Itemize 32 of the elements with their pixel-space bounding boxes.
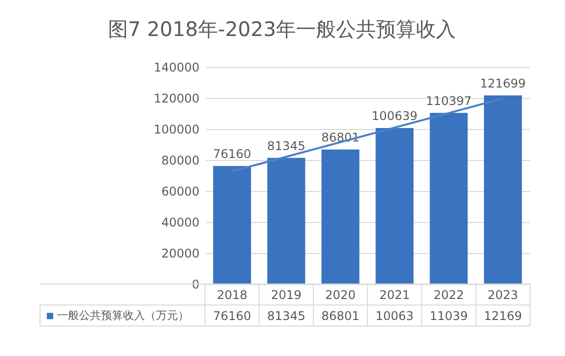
text: 11039 bbox=[430, 309, 468, 323]
text: 10063 bbox=[375, 309, 414, 323]
y-tick-label: 100000 bbox=[154, 122, 200, 136]
data-label: 81345 bbox=[267, 138, 306, 153]
data-label: 100639 bbox=[372, 109, 418, 124]
text: 86801 bbox=[321, 309, 360, 323]
bar bbox=[267, 158, 306, 284]
y-tick-label: 40000 bbox=[161, 216, 200, 230]
y-tick-label: 80000 bbox=[161, 154, 200, 168]
data-label: 76160 bbox=[212, 146, 252, 161]
data-label: 121699 bbox=[480, 76, 526, 90]
bar bbox=[430, 112, 468, 284]
chart-title: 图7 2018年-2023年一般公共预算收入 bbox=[108, 17, 456, 41]
y-tick-label: 140000 bbox=[154, 60, 200, 74]
y-tick-label: 60000 bbox=[161, 184, 200, 198]
x-tick-label: 2022 bbox=[433, 288, 464, 302]
text: 76160 bbox=[212, 309, 252, 323]
x-tick-label: 2019 bbox=[270, 288, 302, 302]
text: 81345 bbox=[267, 309, 306, 323]
x-tick-label: 2020 bbox=[325, 288, 356, 302]
text: 12169 bbox=[484, 309, 522, 323]
bar bbox=[376, 128, 414, 284]
x-tick-label: 2023 bbox=[488, 288, 518, 302]
x-tick-label: 2018 bbox=[216, 288, 248, 302]
bar bbox=[484, 95, 522, 284]
data-label: 110397 bbox=[426, 94, 472, 108]
y-tick-label: 20000 bbox=[161, 246, 200, 260]
y-tick-label: 120000 bbox=[154, 92, 200, 106]
bar bbox=[213, 166, 252, 284]
legend-label: 一般公共预算收入（万元） bbox=[57, 309, 189, 322]
bar bbox=[321, 149, 360, 284]
x-tick-label: 2021 bbox=[379, 288, 410, 302]
